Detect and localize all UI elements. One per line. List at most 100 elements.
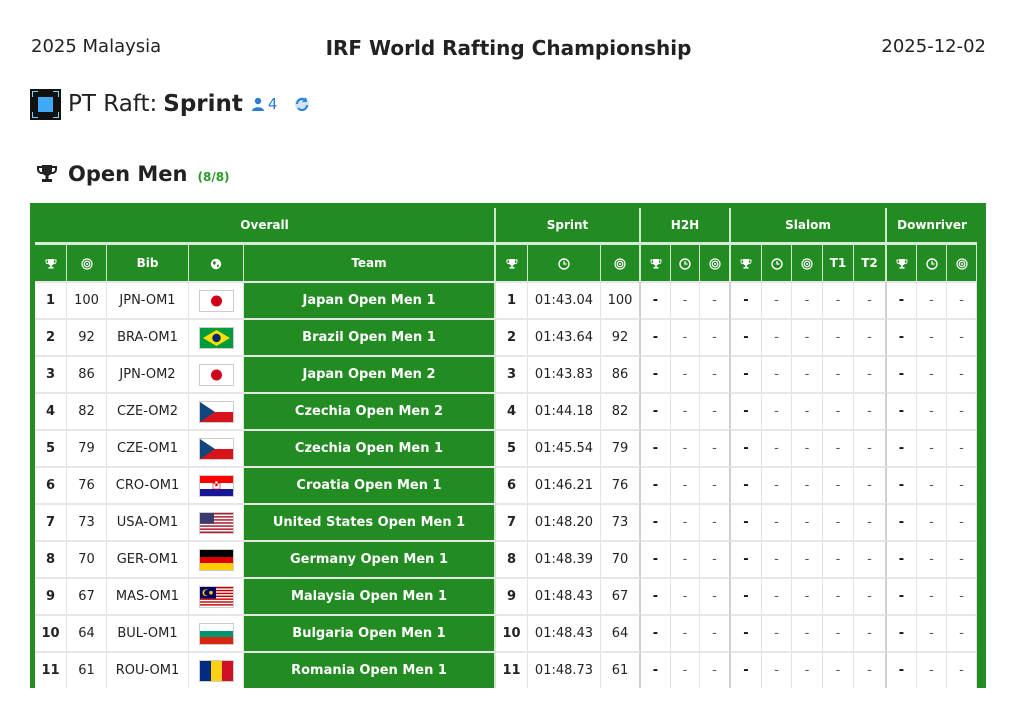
team-name[interactable]: Czechia Open Men 1 xyxy=(244,429,496,466)
team-name[interactable]: Croatia Open Men 1 xyxy=(244,466,496,503)
downriver-points: - xyxy=(947,540,977,577)
bib-number: BRA-OM1 xyxy=(107,318,189,355)
slalom-points-header xyxy=(792,242,823,281)
bib-number: CZE-OM1 xyxy=(107,429,189,466)
h2h-points: - xyxy=(700,429,731,466)
team-name[interactable]: Czechia Open Men 2 xyxy=(244,392,496,429)
bra-flag-icon xyxy=(199,327,233,348)
overall-rank: 5 xyxy=(35,429,67,466)
h2h-time: - xyxy=(671,466,700,503)
team-name[interactable]: Brazil Open Men 1 xyxy=(244,318,496,355)
target-icon xyxy=(801,257,813,270)
h2h-time: - xyxy=(671,577,700,614)
h2h-time: - xyxy=(671,614,700,651)
downriver-rank: - xyxy=(887,392,917,429)
slalom-time: - xyxy=(762,466,792,503)
h2h-points: - xyxy=(700,281,731,318)
table-row: 8 70 GER-OM1 Germany Open Men 1 8 01:48.39 70-… xyxy=(35,540,977,577)
sprint-time: 01:43.04 xyxy=(528,281,601,318)
slalom-points: - xyxy=(792,429,823,466)
team-name[interactable]: Romania Open Men 1 xyxy=(244,651,496,688)
sprint-rank: 10 xyxy=(496,614,528,651)
discipline-name: Sprint xyxy=(163,91,243,117)
slalom-t1: - xyxy=(823,392,854,429)
country-flag xyxy=(189,318,244,355)
downriver-points: - xyxy=(947,614,977,651)
team-name[interactable]: Germany Open Men 1 xyxy=(244,540,496,577)
slalom-t2: - xyxy=(854,503,887,540)
downriver-rank: - xyxy=(887,614,917,651)
usa-flag-icon xyxy=(199,512,233,533)
slalom-points: - xyxy=(792,540,823,577)
category-title: Open Men (8/8) xyxy=(36,160,230,188)
event-date: 2025-12-02 xyxy=(881,36,986,57)
downriver-rank: - xyxy=(887,466,917,503)
slalom-time: - xyxy=(762,392,792,429)
team-name[interactable]: Malaysia Open Men 1 xyxy=(244,577,496,614)
cro-flag-icon xyxy=(199,475,233,496)
overall-points: 100 xyxy=(67,281,107,318)
trophy-icon xyxy=(649,258,662,269)
slalom-t1: - xyxy=(823,281,854,318)
target-icon xyxy=(80,257,93,270)
bib-number: CZE-OM2 xyxy=(107,392,189,429)
downriver-points: - xyxy=(947,318,977,355)
slalom-rank: - xyxy=(731,318,762,355)
sprint-time: 01:45.54 xyxy=(528,429,601,466)
table-row: 11 61 ROU-OM1 Romania Open Men 1 11 01:48.73 6… xyxy=(35,651,977,688)
cze-flag-icon xyxy=(199,401,233,422)
sprint-points: 64 xyxy=(601,614,641,651)
user-icon xyxy=(251,97,264,111)
overall-points: 92 xyxy=(67,318,107,355)
slalom-t1: - xyxy=(823,503,854,540)
mas-flag-icon xyxy=(199,586,233,607)
downriver-points: - xyxy=(947,355,977,392)
slalom-time: - xyxy=(762,540,792,577)
downriver-time: - xyxy=(917,540,947,577)
slalom-rank: - xyxy=(731,429,762,466)
slalom-t2-header: T2 xyxy=(854,242,887,281)
sprint-rank: 9 xyxy=(496,577,528,614)
bib-number: MAS-OM1 xyxy=(107,577,189,614)
h2h-points: - xyxy=(700,651,731,688)
slalom-time: - xyxy=(762,429,792,466)
sprint-points: 67 xyxy=(601,577,641,614)
sprint-points: 73 xyxy=(601,503,641,540)
h2h-time: - xyxy=(671,540,700,577)
sprint-time-header xyxy=(528,242,601,281)
sprint-time: 01:48.43 xyxy=(528,614,601,651)
sprint-points: 86 xyxy=(601,355,641,392)
table-row: 3 86 JPN-OM2 Japan Open Men 2 3 01:43.83 86- - -… xyxy=(35,355,977,392)
overall-points-header xyxy=(67,242,107,281)
overall-points: 82 xyxy=(67,392,107,429)
discipline-header: PT Raft: Sprint 4 xyxy=(30,88,311,120)
overall-rank: 11 xyxy=(35,651,67,688)
rou-flag-icon xyxy=(199,660,233,681)
sprint-points: 92 xyxy=(601,318,641,355)
team-name[interactable]: Japan Open Men 1 xyxy=(244,281,496,318)
overall-points: 67 xyxy=(67,577,107,614)
trophy-icon xyxy=(37,165,57,182)
team-name[interactable]: Bulgaria Open Men 1 xyxy=(244,614,496,651)
team-name[interactable]: Japan Open Men 2 xyxy=(244,355,496,392)
sprint-points: 70 xyxy=(601,540,641,577)
bib-number: BUL-OM1 xyxy=(107,614,189,651)
h2h-time-header xyxy=(671,242,700,281)
h2h-points: - xyxy=(700,392,731,429)
team-name[interactable]: United States Open Men 1 xyxy=(244,503,496,540)
slalom-rank: - xyxy=(731,651,762,688)
refresh-icon[interactable] xyxy=(293,95,311,113)
table-row: 1 100 JPN-OM1 Japan Open Men 1 1 01:43.04 100-… xyxy=(35,281,977,318)
slalom-rank: - xyxy=(731,577,762,614)
table-row: 2 92 BRA-OM1 Brazil Open Men 1 2 01:43.64 92- -… xyxy=(35,318,977,355)
slalom-t2: - xyxy=(854,281,887,318)
table-row: 6 76 CRO-OM1 Croatia Open Men 1 6 01:46.21 76-… xyxy=(35,466,977,503)
h2h-points-header xyxy=(700,242,731,281)
country-flag xyxy=(189,392,244,429)
downriver-points: - xyxy=(947,651,977,688)
slalom-t2: - xyxy=(854,614,887,651)
country-flag xyxy=(189,429,244,466)
trophy-icon xyxy=(505,258,518,269)
overall-points: 79 xyxy=(67,429,107,466)
slalom-t1: - xyxy=(823,318,854,355)
